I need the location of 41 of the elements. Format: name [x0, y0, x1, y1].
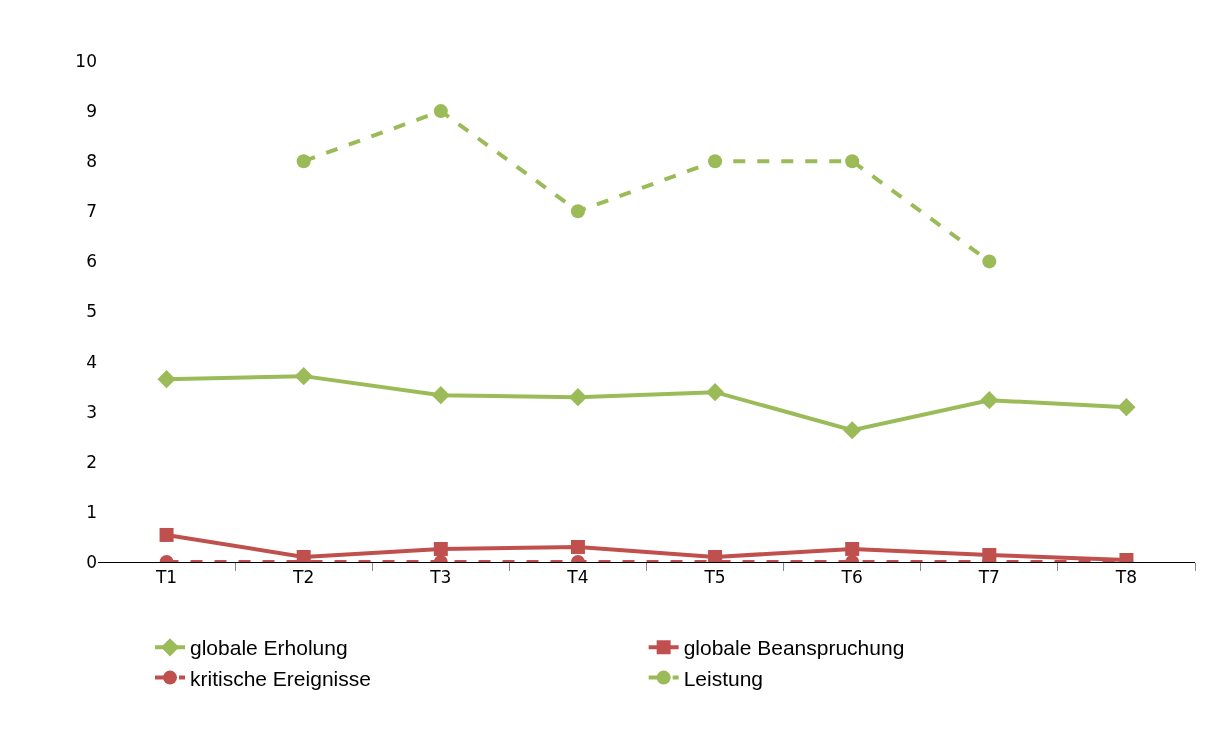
point	[570, 539, 585, 554]
point	[157, 370, 176, 389]
y-tick-label: 7	[86, 201, 97, 222]
point	[845, 541, 860, 556]
y-tick-label: 6	[86, 251, 97, 272]
legend-label: globale Beanspruchung	[683, 636, 905, 660]
x-tick-label: T7	[977, 567, 1000, 588]
y-tick-label: 1	[86, 501, 97, 522]
point	[433, 541, 448, 556]
y-tick-label: 8	[86, 151, 97, 172]
point	[294, 367, 313, 386]
x-tick-label: T2	[292, 567, 315, 588]
y-tick-label: 3	[86, 401, 97, 422]
point	[705, 383, 725, 402]
point	[431, 386, 450, 405]
point	[708, 154, 723, 169]
x-tick-label: T4	[566, 567, 589, 588]
x-tick-label: T3	[429, 567, 452, 588]
y-tick-label: 10	[75, 50, 97, 71]
y-tick-label: 5	[86, 301, 97, 322]
point	[568, 388, 588, 407]
point	[433, 104, 448, 119]
point	[1117, 398, 1136, 417]
y-tick-label: 4	[86, 351, 97, 372]
x-tick-label: T8	[1114, 567, 1138, 588]
point	[980, 391, 999, 410]
x-tick-label: T6	[840, 567, 863, 588]
y-tick-label: 2	[86, 451, 97, 472]
legend-label: Leistung	[683, 666, 764, 690]
point	[296, 154, 311, 169]
legend-label: kritische Ereignisse	[190, 666, 371, 690]
y-tick-label: 9	[86, 101, 97, 122]
point	[570, 204, 585, 219]
point	[982, 254, 997, 269]
y-tick-label: 0	[86, 551, 97, 572]
point	[843, 421, 862, 440]
x-tick-label: T5	[703, 567, 726, 588]
legend-label: globale Erholung	[190, 636, 348, 660]
point	[159, 527, 174, 542]
x-tick-label: T1	[154, 567, 178, 588]
point	[845, 154, 860, 169]
